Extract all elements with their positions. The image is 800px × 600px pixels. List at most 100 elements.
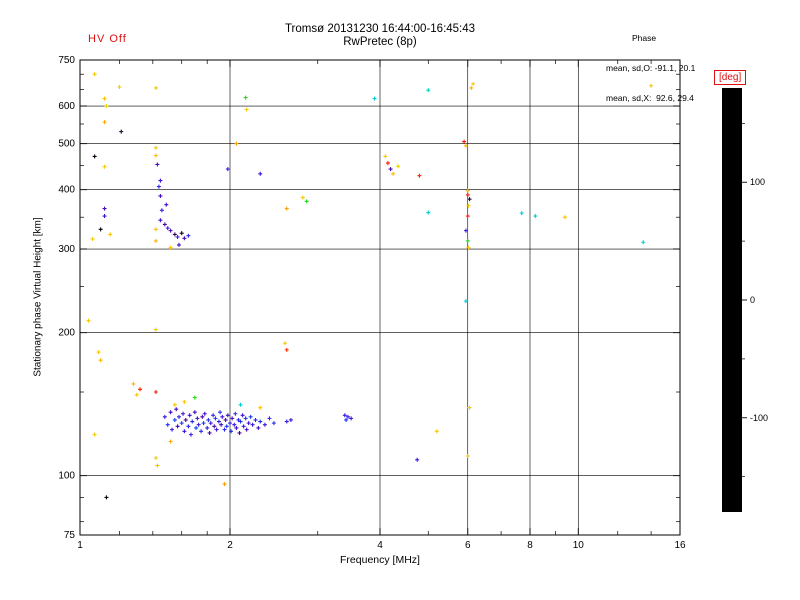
scatter-point (240, 413, 245, 418)
scatter-point (153, 390, 158, 395)
scatter-point (241, 424, 246, 429)
scatter-point (98, 227, 103, 232)
scatter-point (153, 145, 158, 150)
scatter-point (187, 413, 192, 418)
scatter-point (192, 410, 197, 415)
scatter-point (284, 419, 289, 424)
scatter-point (195, 416, 200, 421)
scatter-point (284, 206, 289, 211)
scatter-point (562, 215, 567, 220)
scatter-point (471, 81, 476, 86)
plot-subtitle: RwPretec (8p) (343, 36, 417, 48)
scatter-point (162, 414, 167, 419)
scatter-point (222, 482, 227, 487)
scatter-point (206, 417, 211, 422)
scatter-point (641, 240, 646, 245)
scatter-point (138, 387, 143, 392)
x-tick-label: 1 (77, 540, 83, 551)
colorbar-gradient (722, 88, 742, 512)
scatter-point (244, 427, 249, 432)
scatter-point (258, 405, 263, 410)
scatter-point (225, 413, 230, 418)
scatter-point (165, 422, 170, 427)
scatter-point (165, 226, 170, 231)
scatter-point (230, 416, 235, 421)
scatter-point (344, 417, 349, 422)
scatter-point (168, 410, 173, 415)
scatter-point (223, 417, 228, 422)
phase-stats-line-o: mean, sd,O: -91.1, 20.1 (606, 63, 696, 73)
scatter-point (426, 210, 431, 215)
scatter-point (92, 72, 97, 77)
scatter-point (102, 164, 107, 169)
scatter-point (220, 414, 225, 419)
x-axis-label: Frequency [MHz] (340, 554, 420, 566)
plot-title: Tromsø 20131230 16:44:00-16:45:43 (284, 23, 476, 35)
scatter-point (98, 358, 103, 363)
phase-stats-title: Phase (632, 33, 657, 43)
scatter-point (196, 422, 201, 427)
scatter-point (234, 425, 239, 430)
scatter-point (176, 242, 181, 247)
scatter-point (385, 161, 390, 166)
scatter-point (415, 457, 420, 462)
x-tick-label: 10 (573, 540, 585, 551)
scatter-point (162, 222, 167, 227)
scatter-point (104, 104, 109, 109)
colorbar-tick-label: -100 (750, 413, 768, 423)
scatter-point (258, 419, 263, 424)
scatter-point (212, 424, 217, 429)
scatter-point (211, 413, 216, 418)
scatter-point (466, 245, 471, 250)
hv-off-label: HV Off (88, 33, 127, 45)
colorbar-tick-label: 100 (750, 177, 765, 187)
scatter-point (233, 411, 238, 416)
scatter-point (465, 453, 470, 458)
scatter-point (463, 228, 468, 233)
scatter-point (179, 421, 184, 426)
scatter-point (284, 347, 289, 352)
scatter-point (182, 236, 187, 241)
scatter-point (304, 199, 309, 204)
scatter-point (224, 424, 229, 429)
scatter-point (649, 83, 654, 88)
scatter-point (199, 429, 204, 434)
scatter-point (104, 495, 109, 500)
scatter-point (388, 167, 393, 172)
scatter-point (159, 208, 164, 213)
y-tick-label: 500 (58, 139, 75, 150)
scatter-point (192, 395, 197, 400)
scatter-point (92, 432, 97, 437)
scatter-point (238, 402, 243, 407)
y-tick-label: 400 (58, 185, 75, 196)
scatter-point (466, 203, 471, 208)
scatter-point (186, 424, 191, 429)
scatter-point (205, 425, 210, 430)
y-tick-label: 750 (58, 55, 75, 66)
scatter-point (175, 235, 180, 240)
scatter-point (153, 227, 158, 232)
scatter-point (186, 233, 191, 238)
scatter-point (222, 427, 227, 432)
y-tick-label: 600 (58, 101, 75, 112)
scatter-point (248, 414, 253, 419)
scatter-point (86, 318, 91, 323)
scatter-point (225, 167, 230, 172)
scatter-point (213, 416, 218, 421)
scatter-point (283, 341, 288, 346)
scatter-point (236, 417, 241, 422)
scatter-point (158, 178, 163, 183)
scatter-point (465, 214, 470, 219)
y-tick-label: 75 (64, 530, 76, 541)
scatter-point (238, 419, 243, 424)
scatter-point (246, 421, 251, 426)
scatter-point (201, 421, 206, 426)
colorbar-title: [deg] (714, 70, 747, 85)
scatter-point (102, 96, 107, 101)
y-tick-label: 200 (58, 328, 75, 339)
scatter-point (250, 422, 255, 427)
scatter-point (258, 171, 263, 176)
scatter-point (119, 129, 124, 134)
